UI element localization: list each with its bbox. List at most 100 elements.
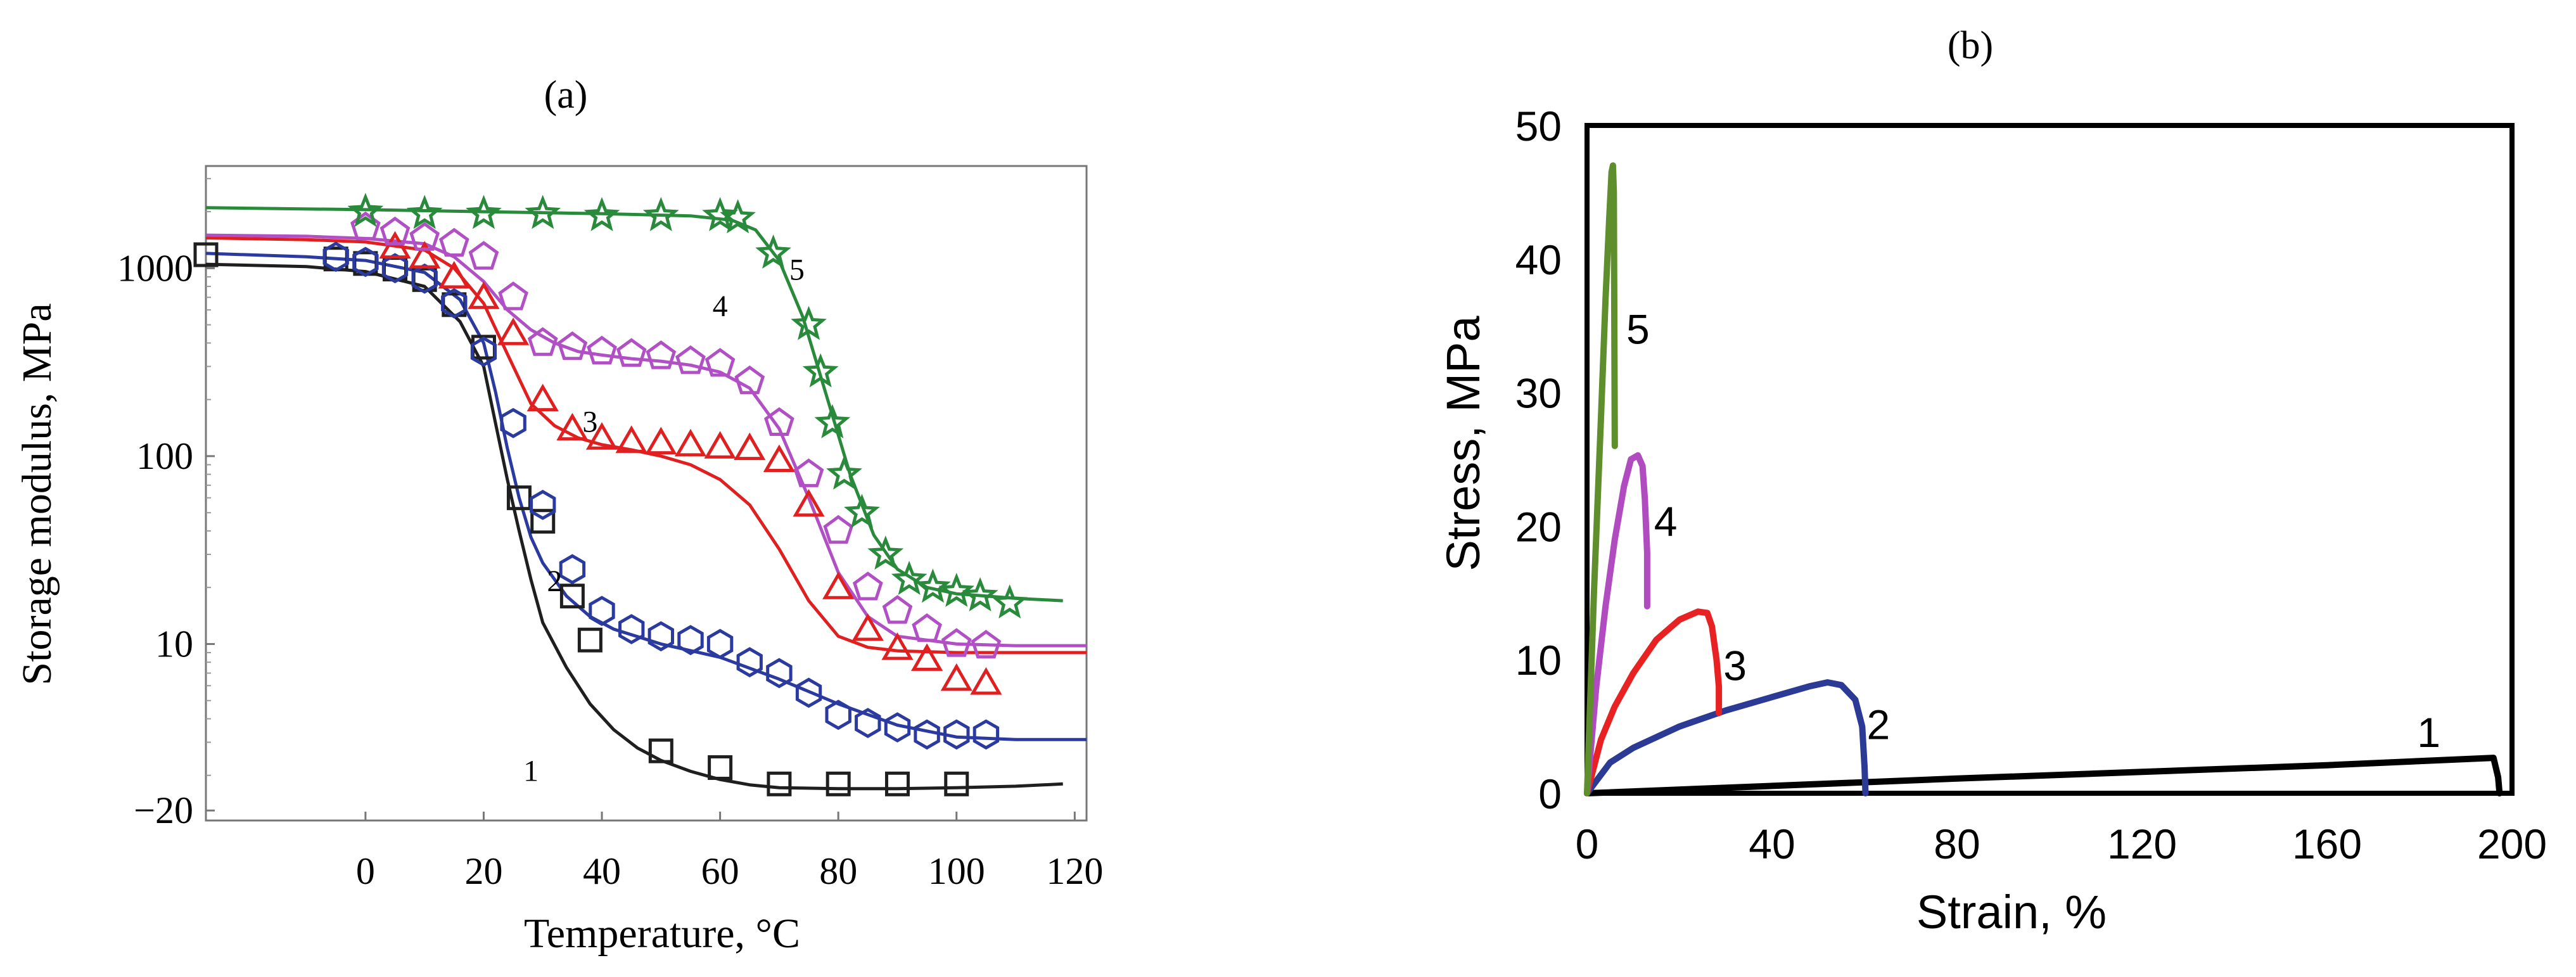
a-marker-series-2 (943, 719, 970, 750)
a-marker-series-2 (589, 596, 615, 627)
panel-b-plot-frame (1584, 123, 2515, 796)
a-marker-series-2 (795, 677, 822, 708)
a-marker-series-5 (347, 193, 384, 227)
b-curve-label: 2 (1867, 701, 1891, 748)
a-marker-series-4 (557, 331, 588, 361)
a-marker-series-5 (814, 404, 851, 438)
panel-b-y-axis-label: Stress, MPa (1437, 316, 1489, 572)
a-marker-series-4 (409, 222, 440, 251)
a-marker-series-2 (322, 241, 349, 272)
a-y-tick-label: 10 (155, 623, 193, 665)
a-fit-line-1 (205, 262, 1063, 791)
a-marker-series-5 (938, 572, 975, 607)
a-fit-line-5 (205, 206, 1063, 603)
b-x-tick-label: 40 (1749, 821, 1795, 867)
a-marker-series-5 (791, 305, 827, 340)
a-marker-series-4 (764, 407, 794, 436)
a-marker-series-5 (720, 199, 756, 234)
a-marker-series-4 (498, 281, 528, 310)
b-curve-2 (1584, 679, 1869, 796)
a-y-tick-label: 1000 (117, 247, 193, 289)
a-marker-series-1 (826, 771, 851, 796)
a-marker-series-3 (615, 425, 647, 453)
a-x-tick-label: 120 (1046, 850, 1103, 892)
a-marker-series-5 (844, 494, 880, 528)
a-marker-series-2 (411, 263, 438, 294)
a-curve-label: 1 (523, 754, 539, 788)
a-marker-series-2 (766, 658, 793, 689)
a-marker-series-1 (767, 771, 792, 796)
a-marker-series-2 (914, 719, 940, 750)
a-x-tick-label: 0 (356, 850, 375, 892)
a-marker-series-2 (530, 490, 556, 520)
panel-a-title: (a) (544, 73, 588, 117)
b-curve-label: 4 (1654, 498, 1678, 545)
a-marker-series-5 (755, 234, 791, 269)
a-marker-series-2 (381, 253, 409, 284)
a-marker-series-3 (379, 231, 411, 259)
a-marker-series-3 (585, 422, 618, 450)
a-curve-label: 2 (547, 565, 562, 598)
a-marker-series-4 (882, 595, 913, 624)
a-x-tick-label: 80 (819, 850, 857, 892)
a-marker-series-2 (352, 246, 379, 278)
a-marker-series-3 (910, 643, 943, 671)
b-x-tick-label: 120 (2107, 821, 2177, 867)
a-marker-series-3 (409, 241, 441, 269)
a-marker-series-3 (881, 632, 914, 660)
a-marker-series-4 (350, 211, 381, 241)
panel-b-x-axis-label: Strain, % (1916, 886, 2107, 938)
a-marker-series-3 (438, 260, 470, 289)
a-marker-series-1 (193, 242, 219, 267)
a-marker-series-5 (702, 196, 738, 231)
a-marker-series-1 (708, 755, 733, 780)
a-marker-series-2 (706, 629, 734, 660)
a-marker-series-5 (962, 577, 998, 611)
a-marker-series-5 (642, 196, 679, 231)
panel-a-y-axis-label: Storage modulus, MPa (14, 303, 60, 685)
a-marker-series-3 (763, 444, 796, 472)
a-marker-series-2 (647, 621, 674, 652)
a-fit-line-3 (205, 236, 1087, 655)
a-marker-series-4 (675, 345, 706, 374)
a-marker-series-2 (441, 288, 468, 319)
a-marker-series-4 (823, 514, 854, 544)
a-marker-series-5 (891, 561, 928, 596)
a-marker-series-3 (468, 281, 500, 309)
a-marker-series-4 (852, 572, 883, 601)
a-y-tick-label: −20 (134, 789, 193, 831)
a-marker-series-3 (970, 667, 1002, 695)
b-curve-label: 3 (1723, 642, 1747, 689)
a-marker-series-1 (559, 584, 585, 609)
a-marker-series-4 (793, 458, 824, 487)
b-x-tick-label: 80 (1934, 821, 1980, 867)
a-y-tick-label: 100 (136, 435, 193, 477)
panel-b-title: (b) (1948, 24, 1993, 67)
a-marker-series-2 (884, 712, 911, 743)
a-marker-series-1 (648, 738, 673, 763)
b-curve-label: 5 (1626, 305, 1650, 352)
a-marker-series-3 (734, 432, 766, 461)
b-curve-4 (1584, 452, 1650, 796)
a-marker-series-5 (466, 195, 502, 229)
panel-b: (b) 0 40 80 120 160 200 0 10 20 30 40 50 1 2 3 4 5 Str… (1437, 24, 2547, 938)
b-y-tick-label: 40 (1515, 236, 1562, 283)
a-marker-series-3 (645, 426, 677, 455)
a-marker-series-3 (526, 383, 559, 412)
panel-a-x-axis-label: Temperature, °C (524, 910, 800, 957)
a-marker-series-4 (468, 241, 499, 270)
a-marker-series-3 (704, 431, 736, 459)
a-marker-series-3 (822, 572, 855, 599)
b-y-tick-label: 10 (1515, 637, 1562, 684)
a-marker-series-1 (530, 509, 556, 534)
a-x-tick-label: 20 (464, 850, 502, 892)
panel-a: (a) 0 20 40 60 80 100 120 1000 100 10 −20 1 2 3 4 5 T… (14, 73, 1103, 957)
a-marker-series-4 (438, 227, 469, 257)
a-marker-series-2 (677, 625, 704, 656)
a-marker-series-2 (855, 708, 881, 738)
a-curve-label: 4 (713, 290, 728, 323)
a-marker-series-2 (559, 554, 586, 585)
a-marker-series-2 (500, 407, 526, 438)
a-x-tick-label: 100 (928, 850, 985, 892)
